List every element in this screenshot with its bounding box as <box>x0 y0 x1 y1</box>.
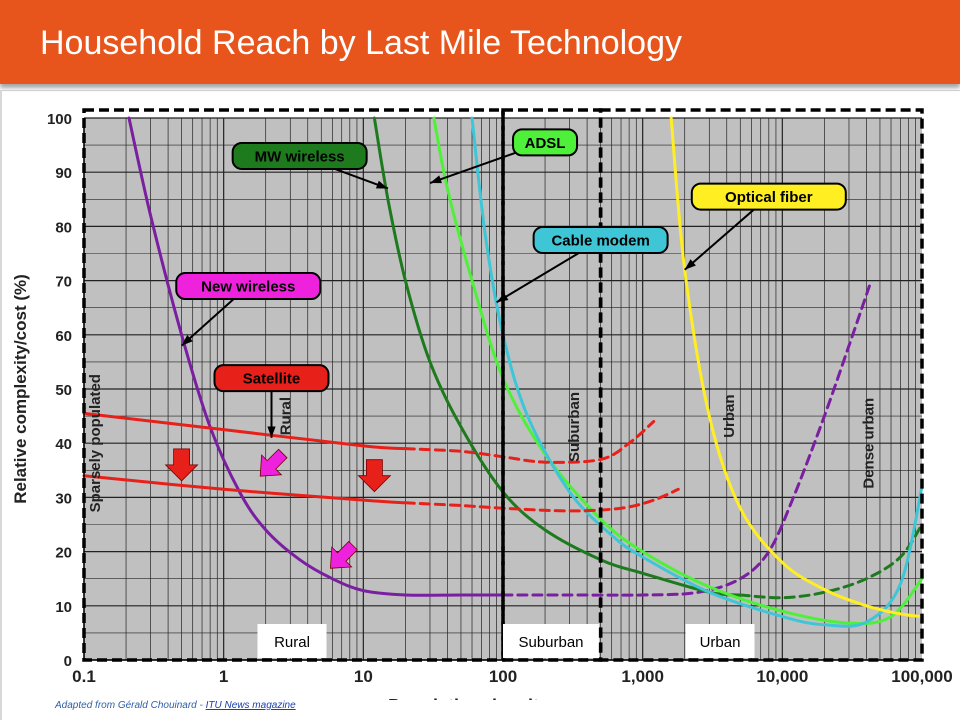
callout-label: MW wireless <box>255 148 345 165</box>
y-tick-label: 100 <box>47 111 72 128</box>
cost-arrows <box>164 448 392 569</box>
callout-arrowhead <box>181 335 193 346</box>
series-layer <box>82 116 924 628</box>
region-label: Rural <box>277 397 294 435</box>
region-box-label: Rural <box>274 634 310 651</box>
callout-box <box>532 225 669 254</box>
region-box-label-bg <box>685 624 755 658</box>
callout-box <box>231 141 368 170</box>
series-line-satellite-lower- <box>82 474 407 505</box>
axes: 0 10 20 30 40 50 60 70 80 90 100 0.1 1 10 100 1,000 10,0… <box>11 111 953 700</box>
callout-box <box>512 128 579 157</box>
y-axis-title: Relative complexity/cost (%) <box>11 274 30 504</box>
y-tick-label: 90 <box>55 165 72 182</box>
callout-label: Optical fiber <box>725 189 813 206</box>
x-tick-label: 0.1 <box>72 667 96 686</box>
y-tick-label: 0 <box>64 653 72 670</box>
callouts: MW wireless ADSL Optical fiber Cable modem N… <box>175 128 847 438</box>
callout-label: New wireless <box>201 279 295 296</box>
y-tick-label: 50 <box>55 382 72 399</box>
region-label: Urban <box>721 394 738 437</box>
region-box-label-bg <box>503 624 599 658</box>
series-line-new-wireless <box>127 116 505 597</box>
region-box-label: Suburban <box>518 634 583 651</box>
y-tick-label: 10 <box>55 599 72 616</box>
callout-arrowhead <box>429 175 442 184</box>
region-box-label-bg <box>257 624 327 658</box>
citation: Adapted from Gérald Chouinard - ITU News… <box>55 700 296 711</box>
x-tick-label: 1 <box>219 667 228 686</box>
x-tick-label: 100 <box>489 667 517 686</box>
series-line-satellite-lower-projected- <box>403 487 680 513</box>
cost-arrow <box>164 448 199 482</box>
callout-arrowhead <box>267 426 276 438</box>
left-rule <box>0 90 2 720</box>
chart: Rural Suburban Urban MW wireless ADSL Optica… <box>11 108 953 700</box>
y-tick-label: 80 <box>55 219 72 236</box>
callout-label: Cable modem <box>551 232 649 249</box>
region-box-label: Urban <box>700 634 741 651</box>
callout-box <box>690 182 847 211</box>
callout-arrowhead <box>375 180 388 189</box>
y-tick-label: 20 <box>55 545 72 562</box>
x-tick-label: 100,000 <box>891 667 952 686</box>
x-tick-label: 10,000 <box>756 667 808 686</box>
y-tick-label: 70 <box>55 274 72 291</box>
series-line-satellite <box>82 411 407 451</box>
x-tick-label: 10 <box>354 667 373 686</box>
citation-link[interactable]: ITU News magazine <box>205 700 296 711</box>
region-label: Sparsely populated <box>87 374 104 512</box>
cost-arrow <box>357 459 392 493</box>
callout-arrowhead <box>496 292 509 303</box>
y-tick-label: 60 <box>55 328 72 345</box>
callout-arrowhead <box>684 259 696 270</box>
y-tick-label: 30 <box>55 490 72 507</box>
x-tick-label: 1,000 <box>621 667 664 686</box>
cost-arrow <box>259 448 288 477</box>
slide-title: Household Reach by Last Mile Technology <box>40 24 682 62</box>
region-label: Suburban <box>566 392 583 462</box>
callout-label: ADSL <box>525 135 566 152</box>
series-line-optical-fiber <box>669 116 924 619</box>
callout-box <box>175 272 322 301</box>
series-line-satellite-projected- <box>403 420 656 464</box>
callout-box <box>213 364 330 393</box>
y-tick-label: 40 <box>55 436 72 453</box>
series-line-mw-wireless-projected- <box>738 523 924 600</box>
callout-label: Satellite <box>243 371 301 388</box>
citation-prefix: Adapted from Gérald Chouinard - <box>55 700 206 711</box>
region-label: Dense urban <box>861 398 878 489</box>
series-line-mw-wireless <box>372 116 742 597</box>
region-labels: Sparsely populated Rural Suburban Urban Dens… <box>87 374 878 512</box>
title-bar: Household Reach by Last Mile Technology <box>0 0 960 84</box>
series-line-cable-modem <box>470 116 924 628</box>
series-line-adsl <box>432 116 924 626</box>
series-line-new-wireless-projected- <box>501 284 871 597</box>
x-axis-title: Population density <box>388 696 549 700</box>
content-frame <box>0 90 960 721</box>
cost-arrow <box>329 540 358 569</box>
